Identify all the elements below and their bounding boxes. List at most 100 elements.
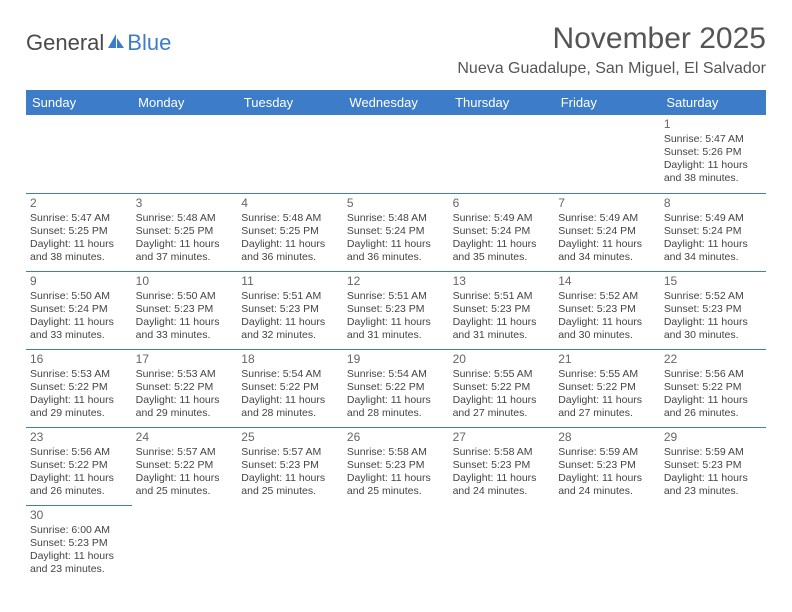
daylight-text: Daylight: 11 hours and 23 minutes. <box>30 550 128 576</box>
daylight-text: Daylight: 11 hours and 31 minutes. <box>347 316 445 342</box>
day-number: 27 <box>453 430 551 445</box>
calendar-header-cell: Sunday <box>26 90 132 115</box>
daylight-text: Daylight: 11 hours and 23 minutes. <box>664 472 762 498</box>
calendar-cell: 6Sunrise: 5:49 AMSunset: 5:24 PMDaylight… <box>449 193 555 271</box>
day-number: 6 <box>453 196 551 211</box>
page-subtitle: Nueva Guadalupe, San Miguel, El Salvador <box>457 60 766 78</box>
daylight-text: Daylight: 11 hours and 27 minutes. <box>558 394 656 420</box>
sunset-text: Sunset: 5:25 PM <box>136 225 234 238</box>
sunrise-text: Sunrise: 5:59 AM <box>664 446 762 459</box>
calendar-cell: 24Sunrise: 5:57 AMSunset: 5:22 PMDayligh… <box>132 427 238 505</box>
daylight-text: Daylight: 11 hours and 30 minutes. <box>558 316 656 342</box>
sunrise-text: Sunrise: 5:51 AM <box>453 290 551 303</box>
sunset-text: Sunset: 5:22 PM <box>558 381 656 394</box>
day-number: 19 <box>347 352 445 367</box>
sunrise-text: Sunrise: 5:58 AM <box>347 446 445 459</box>
sunset-text: Sunset: 5:22 PM <box>241 381 339 394</box>
daylight-text: Daylight: 11 hours and 24 minutes. <box>558 472 656 498</box>
daylight-text: Daylight: 11 hours and 29 minutes. <box>136 394 234 420</box>
sunrise-text: Sunrise: 5:48 AM <box>136 212 234 225</box>
calendar-cell: 22Sunrise: 5:56 AMSunset: 5:22 PMDayligh… <box>660 349 766 427</box>
daylight-text: Daylight: 11 hours and 27 minutes. <box>453 394 551 420</box>
sunrise-text: Sunrise: 5:59 AM <box>558 446 656 459</box>
sunset-text: Sunset: 5:23 PM <box>558 459 656 472</box>
calendar-row: 23Sunrise: 5:56 AMSunset: 5:22 PMDayligh… <box>26 427 766 505</box>
daylight-text: Daylight: 11 hours and 25 minutes. <box>241 472 339 498</box>
calendar-cell: 13Sunrise: 5:51 AMSunset: 5:23 PMDayligh… <box>449 271 555 349</box>
calendar-cell: 12Sunrise: 5:51 AMSunset: 5:23 PMDayligh… <box>343 271 449 349</box>
day-number: 18 <box>241 352 339 367</box>
sunrise-text: Sunrise: 5:55 AM <box>453 368 551 381</box>
day-number: 25 <box>241 430 339 445</box>
sunrise-text: Sunrise: 5:47 AM <box>30 212 128 225</box>
calendar-cell: 28Sunrise: 5:59 AMSunset: 5:23 PMDayligh… <box>554 427 660 505</box>
calendar-cell <box>343 115 449 193</box>
calendar-cell: 9Sunrise: 5:50 AMSunset: 5:24 PMDaylight… <box>26 271 132 349</box>
calendar-header-cell: Saturday <box>660 90 766 115</box>
calendar-header-cell: Thursday <box>449 90 555 115</box>
sunrise-text: Sunrise: 5:51 AM <box>347 290 445 303</box>
daylight-text: Daylight: 11 hours and 28 minutes. <box>241 394 339 420</box>
day-number: 17 <box>136 352 234 367</box>
sunrise-text: Sunrise: 5:55 AM <box>558 368 656 381</box>
sunset-text: Sunset: 5:23 PM <box>558 303 656 316</box>
sunrise-text: Sunrise: 5:56 AM <box>664 368 762 381</box>
logo-sail-icon <box>106 30 126 56</box>
day-number: 23 <box>30 430 128 445</box>
calendar-table: SundayMondayTuesdayWednesdayThursdayFrid… <box>26 90 766 583</box>
day-number: 8 <box>664 196 762 211</box>
sunset-text: Sunset: 5:25 PM <box>241 225 339 238</box>
daylight-text: Daylight: 11 hours and 31 minutes. <box>453 316 551 342</box>
daylight-text: Daylight: 11 hours and 38 minutes. <box>664 159 762 185</box>
sunset-text: Sunset: 5:22 PM <box>347 381 445 394</box>
day-number: 29 <box>664 430 762 445</box>
daylight-text: Daylight: 11 hours and 36 minutes. <box>347 238 445 264</box>
calendar-cell: 7Sunrise: 5:49 AMSunset: 5:24 PMDaylight… <box>554 193 660 271</box>
calendar-cell <box>343 505 449 583</box>
calendar-body: 1Sunrise: 5:47 AMSunset: 5:26 PMDaylight… <box>26 115 766 583</box>
calendar-cell: 10Sunrise: 5:50 AMSunset: 5:23 PMDayligh… <box>132 271 238 349</box>
sunrise-text: Sunrise: 5:53 AM <box>30 368 128 381</box>
sunrise-text: Sunrise: 5:50 AM <box>30 290 128 303</box>
daylight-text: Daylight: 11 hours and 33 minutes. <box>30 316 128 342</box>
daylight-text: Daylight: 11 hours and 38 minutes. <box>30 238 128 264</box>
sunset-text: Sunset: 5:23 PM <box>664 303 762 316</box>
calendar-header-cell: Tuesday <box>237 90 343 115</box>
calendar-cell: 23Sunrise: 5:56 AMSunset: 5:22 PMDayligh… <box>26 427 132 505</box>
day-number: 15 <box>664 274 762 289</box>
calendar-cell <box>554 505 660 583</box>
day-number: 13 <box>453 274 551 289</box>
sunrise-text: Sunrise: 5:53 AM <box>136 368 234 381</box>
day-number: 9 <box>30 274 128 289</box>
daylight-text: Daylight: 11 hours and 25 minutes. <box>347 472 445 498</box>
calendar-cell: 20Sunrise: 5:55 AMSunset: 5:22 PMDayligh… <box>449 349 555 427</box>
daylight-text: Daylight: 11 hours and 35 minutes. <box>453 238 551 264</box>
calendar-cell: 18Sunrise: 5:54 AMSunset: 5:22 PMDayligh… <box>237 349 343 427</box>
calendar-header-cell: Wednesday <box>343 90 449 115</box>
sunset-text: Sunset: 5:22 PM <box>136 381 234 394</box>
daylight-text: Daylight: 11 hours and 36 minutes. <box>241 238 339 264</box>
calendar-cell: 15Sunrise: 5:52 AMSunset: 5:23 PMDayligh… <box>660 271 766 349</box>
sunset-text: Sunset: 5:24 PM <box>664 225 762 238</box>
calendar-cell: 14Sunrise: 5:52 AMSunset: 5:23 PMDayligh… <box>554 271 660 349</box>
sunset-text: Sunset: 5:23 PM <box>453 459 551 472</box>
calendar-cell: 21Sunrise: 5:55 AMSunset: 5:22 PMDayligh… <box>554 349 660 427</box>
sunset-text: Sunset: 5:22 PM <box>453 381 551 394</box>
day-number: 1 <box>664 117 762 132</box>
sunset-text: Sunset: 5:22 PM <box>30 381 128 394</box>
sunset-text: Sunset: 5:22 PM <box>136 459 234 472</box>
sunset-text: Sunset: 5:23 PM <box>241 303 339 316</box>
sunrise-text: Sunrise: 5:49 AM <box>664 212 762 225</box>
calendar-cell <box>26 115 132 193</box>
calendar-header-cell: Friday <box>554 90 660 115</box>
calendar-cell: 27Sunrise: 5:58 AMSunset: 5:23 PMDayligh… <box>449 427 555 505</box>
day-number: 21 <box>558 352 656 367</box>
calendar-cell <box>554 115 660 193</box>
sunrise-text: Sunrise: 5:51 AM <box>241 290 339 303</box>
sunrise-text: Sunrise: 5:52 AM <box>558 290 656 303</box>
sunset-text: Sunset: 5:26 PM <box>664 146 762 159</box>
sunset-text: Sunset: 5:23 PM <box>664 459 762 472</box>
day-number: 12 <box>347 274 445 289</box>
daylight-text: Daylight: 11 hours and 37 minutes. <box>136 238 234 264</box>
calendar-cell: 1Sunrise: 5:47 AMSunset: 5:26 PMDaylight… <box>660 115 766 193</box>
